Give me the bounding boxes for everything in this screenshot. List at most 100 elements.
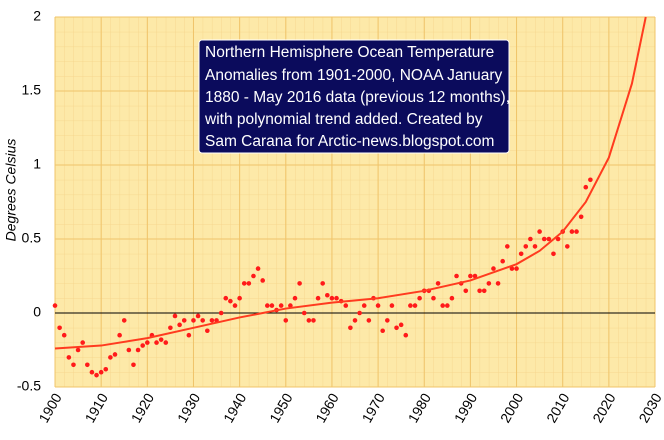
data-point [574,229,579,234]
x-tick-label: 1910 [82,390,112,425]
data-point [408,303,413,308]
data-point [491,266,496,271]
data-point [325,292,330,298]
data-point [80,340,85,345]
data-point [255,266,261,271]
data-point [98,369,104,375]
x-tick-label: 1920 [128,390,158,425]
data-point [241,281,247,286]
data-point [112,352,118,357]
data-point [237,295,242,301]
data-point [463,288,469,294]
data-point [481,288,487,294]
data-point [329,295,335,301]
annotation-line: 1880 - May 2016 data (previous 12 months… [205,89,510,106]
data-point [71,362,76,368]
y-axis-label: Degrees Celsius [3,139,19,242]
data-point [431,295,436,301]
x-tick-label: 1900 [35,390,65,425]
data-point [532,244,538,249]
trend-line [54,16,647,350]
data-point [306,318,312,323]
data-point [57,325,62,331]
data-point [301,310,307,316]
data-point [269,303,275,308]
data-point [343,303,349,308]
data-point [108,355,113,360]
data-point [445,303,450,308]
data-point [232,303,238,308]
data-point [131,362,136,368]
data-point [551,251,556,257]
data-point [366,318,372,323]
data-point [168,325,173,331]
data-point [135,347,141,353]
data-point [486,281,492,286]
data-point [518,251,524,257]
data-point [578,214,584,220]
data-point [89,369,95,375]
data-point [583,184,589,190]
data-point [555,236,561,242]
data-point [380,328,385,334]
data-point [260,278,265,283]
data-point [435,281,441,286]
data-point [514,266,519,271]
data-point [541,236,547,242]
data-point [66,355,72,360]
annotation-line: Sam Carana for Arctic-news.blogspot.com [205,133,494,150]
data-point [361,303,367,308]
y-tick-label: -0.5 [17,378,41,394]
x-tick-label: 2000 [497,390,527,425]
data-point [315,295,321,301]
x-tick-label: 1970 [358,390,388,425]
data-point [158,337,164,342]
x-tick-label: 1980 [405,390,435,425]
data-point [186,332,192,338]
data-point [394,325,399,331]
data-point [495,281,501,286]
y-tick-label: 2 [33,8,41,24]
data-point [348,325,353,331]
data-point [357,310,362,316]
annotation-line: with polynomial trend added. Created by [204,111,483,128]
data-point [205,328,210,334]
data-point [375,303,381,308]
data-point [523,244,529,249]
data-point [403,332,409,338]
y-tick-label: 1 [33,156,41,172]
data-point [52,303,58,308]
data-point [283,318,289,323]
data-point [172,313,178,319]
data-point [565,244,570,249]
data-point [352,318,358,323]
data-point [454,273,459,279]
data-point [412,303,418,308]
data-point [94,372,99,378]
annotation-line: Anomalies from 1901-2000, NOAA January [205,67,502,84]
data-point [509,266,515,271]
data-point [449,295,455,301]
data-point [163,340,169,345]
data-point [292,295,298,301]
data-point [588,177,593,183]
data-point [251,273,256,279]
plot-layer [52,16,656,388]
data-point [389,303,395,308]
data-point [477,288,482,294]
x-tick-label: 2020 [589,390,619,425]
data-point [191,318,196,323]
data-point [311,318,316,323]
x-tick-label: 1960 [312,390,342,425]
x-tick-label: 1990 [451,390,481,425]
data-point [468,273,473,279]
data-point [200,318,205,323]
data-point [320,281,325,286]
x-tick-label: 2030 [635,390,664,425]
annotation-line: Northern Hemisphere Ocean Temperature [205,44,494,61]
data-point [121,318,127,323]
y-tick-label: 0 [33,304,41,320]
data-point [334,295,339,301]
data-point [117,332,122,338]
data-point [145,340,150,345]
